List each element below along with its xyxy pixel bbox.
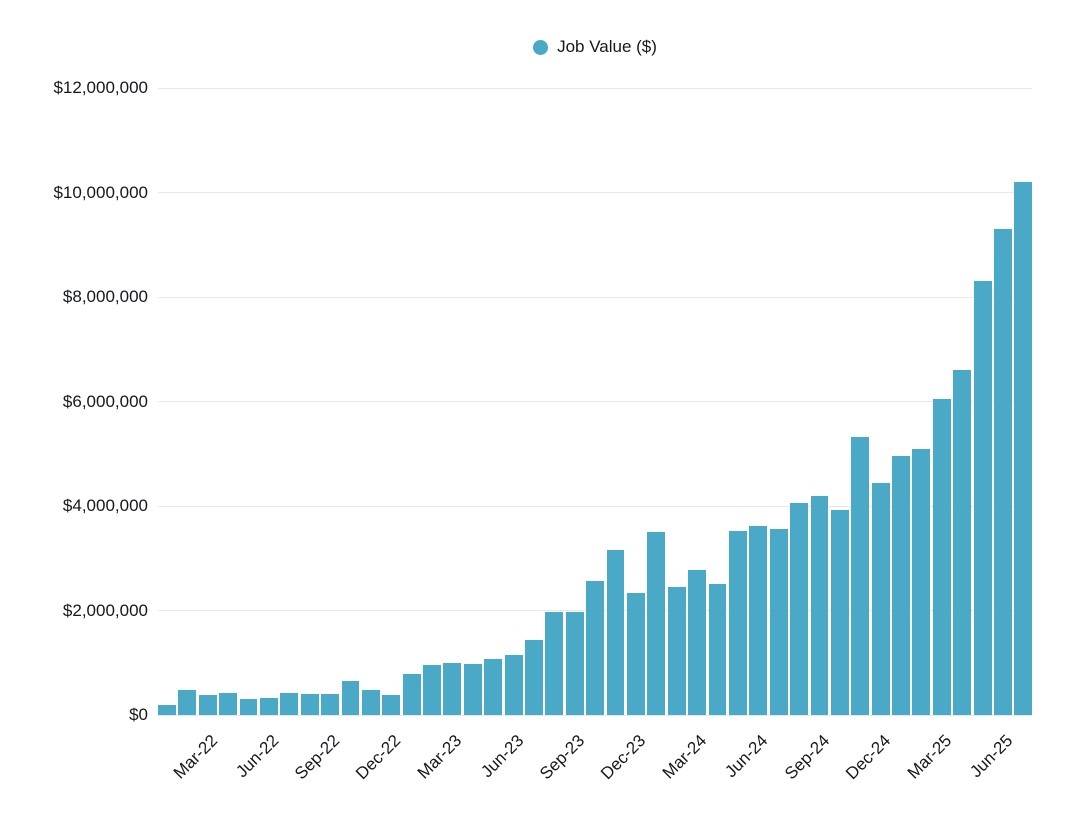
x-tick-label: Mar-23 [413,731,466,783]
bar-May-25[interactable] [973,281,992,715]
bar-Jan-23[interactable] [402,674,421,715]
gridline [158,192,1032,193]
bar-Sep-23[interactable] [565,612,584,715]
x-tick-label: Dec-24 [842,731,895,784]
bar-Jan-22[interactable] [158,704,176,715]
y-tick-label: $8,000,000 [62,287,148,306]
y-tick-label: $4,000,000 [62,496,148,515]
bar-Aug-22[interactable] [300,693,319,715]
bar-Jul-24[interactable] [769,529,788,715]
legend-label: Job Value ($) [557,37,657,56]
bar-Apr-25[interactable] [953,370,972,715]
x-tick-label: Jun-24 [721,731,772,782]
bar-Jul-23[interactable] [525,640,543,715]
chart-legend[interactable]: Job Value ($) [158,36,1032,58]
bar-May-24[interactable] [728,530,747,715]
bar-Apr-22[interactable] [219,693,238,715]
bar-Dec-24[interactable] [871,482,890,715]
y-tick-label: $12,000,000 [53,78,148,97]
bar-Jun-22[interactable] [259,697,278,715]
y-tick-label: $6,000,000 [62,391,148,411]
x-tick-label: Sep-23 [536,731,589,784]
y-tick-label: $2,000,000 [62,600,148,620]
x-tick-label: Mar-22 [169,731,222,783]
bar-May-22[interactable] [239,699,258,715]
x-tick-label: Dec-22 [352,731,405,784]
bar-Mar-23[interactable] [443,662,462,715]
plot-area [158,87,1033,716]
bar-Oct-22[interactable] [341,680,360,715]
bar-Mar-24[interactable] [688,569,707,715]
bar-Oct-23[interactable] [586,581,605,715]
gridline [158,505,1032,507]
bar-Jul-22[interactable] [280,692,299,715]
bar-Mar-25[interactable] [932,398,951,715]
bar-Nov-22[interactable] [361,689,380,715]
bar-Feb-25[interactable] [912,448,931,715]
y-axis: $0 $2,000,000 $4,000,000 $6,000,000 $8,000,0… [0,78,148,724]
bar-Jul-25[interactable] [1014,182,1033,715]
x-tick-label: Dec-23 [597,731,650,784]
bar-Jun-23[interactable] [504,654,523,715]
x-tick-label: Mar-25 [903,731,956,783]
bar-Jan-25[interactable] [892,456,910,715]
x-axis: Mar-22 Jun-22 Sep-22 Dec-22 Mar-23 Jun-23 Sep-… [158,715,1032,815]
bar-Dec-22[interactable] [382,694,401,715]
bar-Aug-24[interactable] [790,503,808,715]
gridline [158,714,1032,716]
bar-Dec-23[interactable] [626,592,645,715]
x-tick-label: Jun-23 [477,731,528,782]
bar-Feb-24[interactable] [667,587,686,715]
bar-Jun-24[interactable] [749,525,768,715]
bar-series [158,88,1033,715]
x-tick-label: Jun-25 [966,731,1017,782]
bar-Feb-22[interactable] [178,689,197,715]
bar-Apr-24[interactable] [708,584,727,715]
bar-May-23[interactable] [484,658,503,715]
x-tick-label: Sep-24 [781,731,834,784]
bar-Aug-23[interactable] [545,611,564,715]
bar-Feb-23[interactable] [423,665,441,715]
gridline [158,296,1032,298]
bar-Jan-24[interactable] [647,532,666,715]
bar-Oct-24[interactable] [830,509,849,715]
gridline [158,87,1032,89]
legend-marker-icon [533,39,549,55]
x-tick-label: Sep-22 [291,731,344,784]
bar-Apr-23[interactable] [463,664,482,715]
gridline [158,401,1032,402]
bar-Jun-25[interactable] [994,229,1012,715]
y-tick-label: $10,000,000 [53,182,148,202]
bar-Mar-22[interactable] [198,695,217,715]
x-tick-label: Jun-22 [232,731,283,782]
bar-Nov-24[interactable] [851,436,870,715]
bar-Sep-24[interactable] [810,495,829,715]
bar-Sep-22[interactable] [321,694,340,715]
y-tick-label: $0 [129,705,148,724]
x-tick-label: Mar-24 [658,731,711,783]
bar-Nov-23[interactable] [606,549,625,715]
